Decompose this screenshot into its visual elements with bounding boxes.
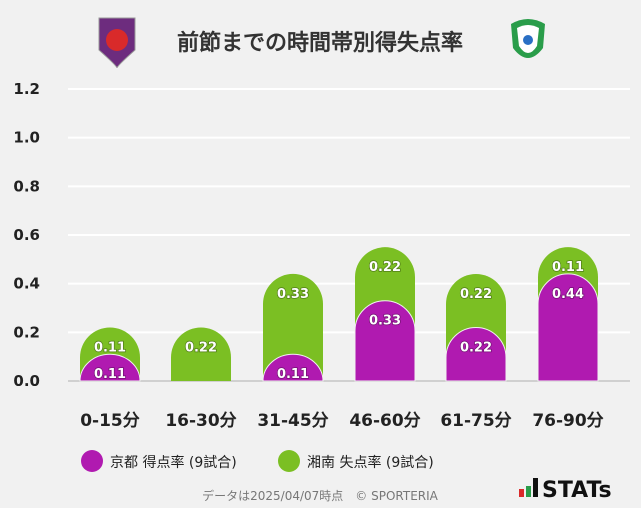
legend-swatch-shonan (278, 450, 300, 472)
legend-label-kyoto: 京都 得点率 (9試合) (110, 454, 237, 471)
footer-note: データは2025/04/07時点 © SPORTERIA (202, 488, 439, 503)
shonan-logo (511, 19, 545, 58)
data-label-kyoto: 0.33 (369, 314, 401, 329)
data-label-shonan: 0.11 (94, 340, 126, 355)
bar-kyoto (79, 353, 141, 382)
x-tick-label: 31-45分 (257, 411, 328, 431)
data-label-shonan: 0.22 (185, 340, 217, 355)
stats-logo: STATs (519, 478, 612, 503)
data-label-kyoto: 0.44 (552, 287, 584, 302)
data-label-shonan: 0.22 (369, 260, 401, 275)
data-label-shonan: 0.11 (552, 260, 584, 275)
x-tick-label: 0-15分 (80, 411, 140, 431)
x-tick-label: 46-60分 (349, 411, 420, 431)
x-tick-label: 16-30分 (165, 411, 236, 431)
kyoto-logo (98, 17, 136, 69)
bar-kyoto (445, 327, 507, 382)
legend: 京都 得点率 (9試合) 湘南 失点率 (9試合) (81, 450, 434, 472)
data-label-kyoto: 0.22 (460, 340, 492, 355)
y-tick-label: 1.0 (13, 129, 40, 147)
data-label-shonan: 0.33 (277, 287, 309, 302)
y-tick-label: 0.8 (13, 177, 40, 195)
x-tick-label: 61-75分 (440, 411, 511, 431)
data-label-kyoto: 0.11 (277, 367, 309, 382)
y-tick-label: 0.0 (13, 372, 40, 390)
legend-swatch-kyoto (81, 450, 103, 472)
chart-title: 前節までの時間帯別得失点率 (177, 30, 463, 56)
y-tick-label: 0.2 (13, 323, 40, 341)
bar-kyoto (262, 353, 324, 382)
data-label-shonan: 0.22 (460, 287, 492, 302)
bar-kyoto (537, 273, 599, 382)
bar-kyoto (354, 300, 416, 382)
legend-label-shonan: 湘南 失点率 (9試合) (307, 454, 434, 471)
y-tick-label: 0.4 (13, 275, 40, 293)
x-tick-label: 76-90分 (532, 411, 603, 431)
stats-brand: STATs (542, 478, 612, 503)
y-tick-label: 1.2 (13, 80, 40, 98)
bar-shonan (263, 273, 323, 381)
bar-shonan (171, 327, 232, 381)
data-label-kyoto: 0.11 (94, 367, 126, 382)
y-tick-label: 0.6 (13, 226, 40, 244)
